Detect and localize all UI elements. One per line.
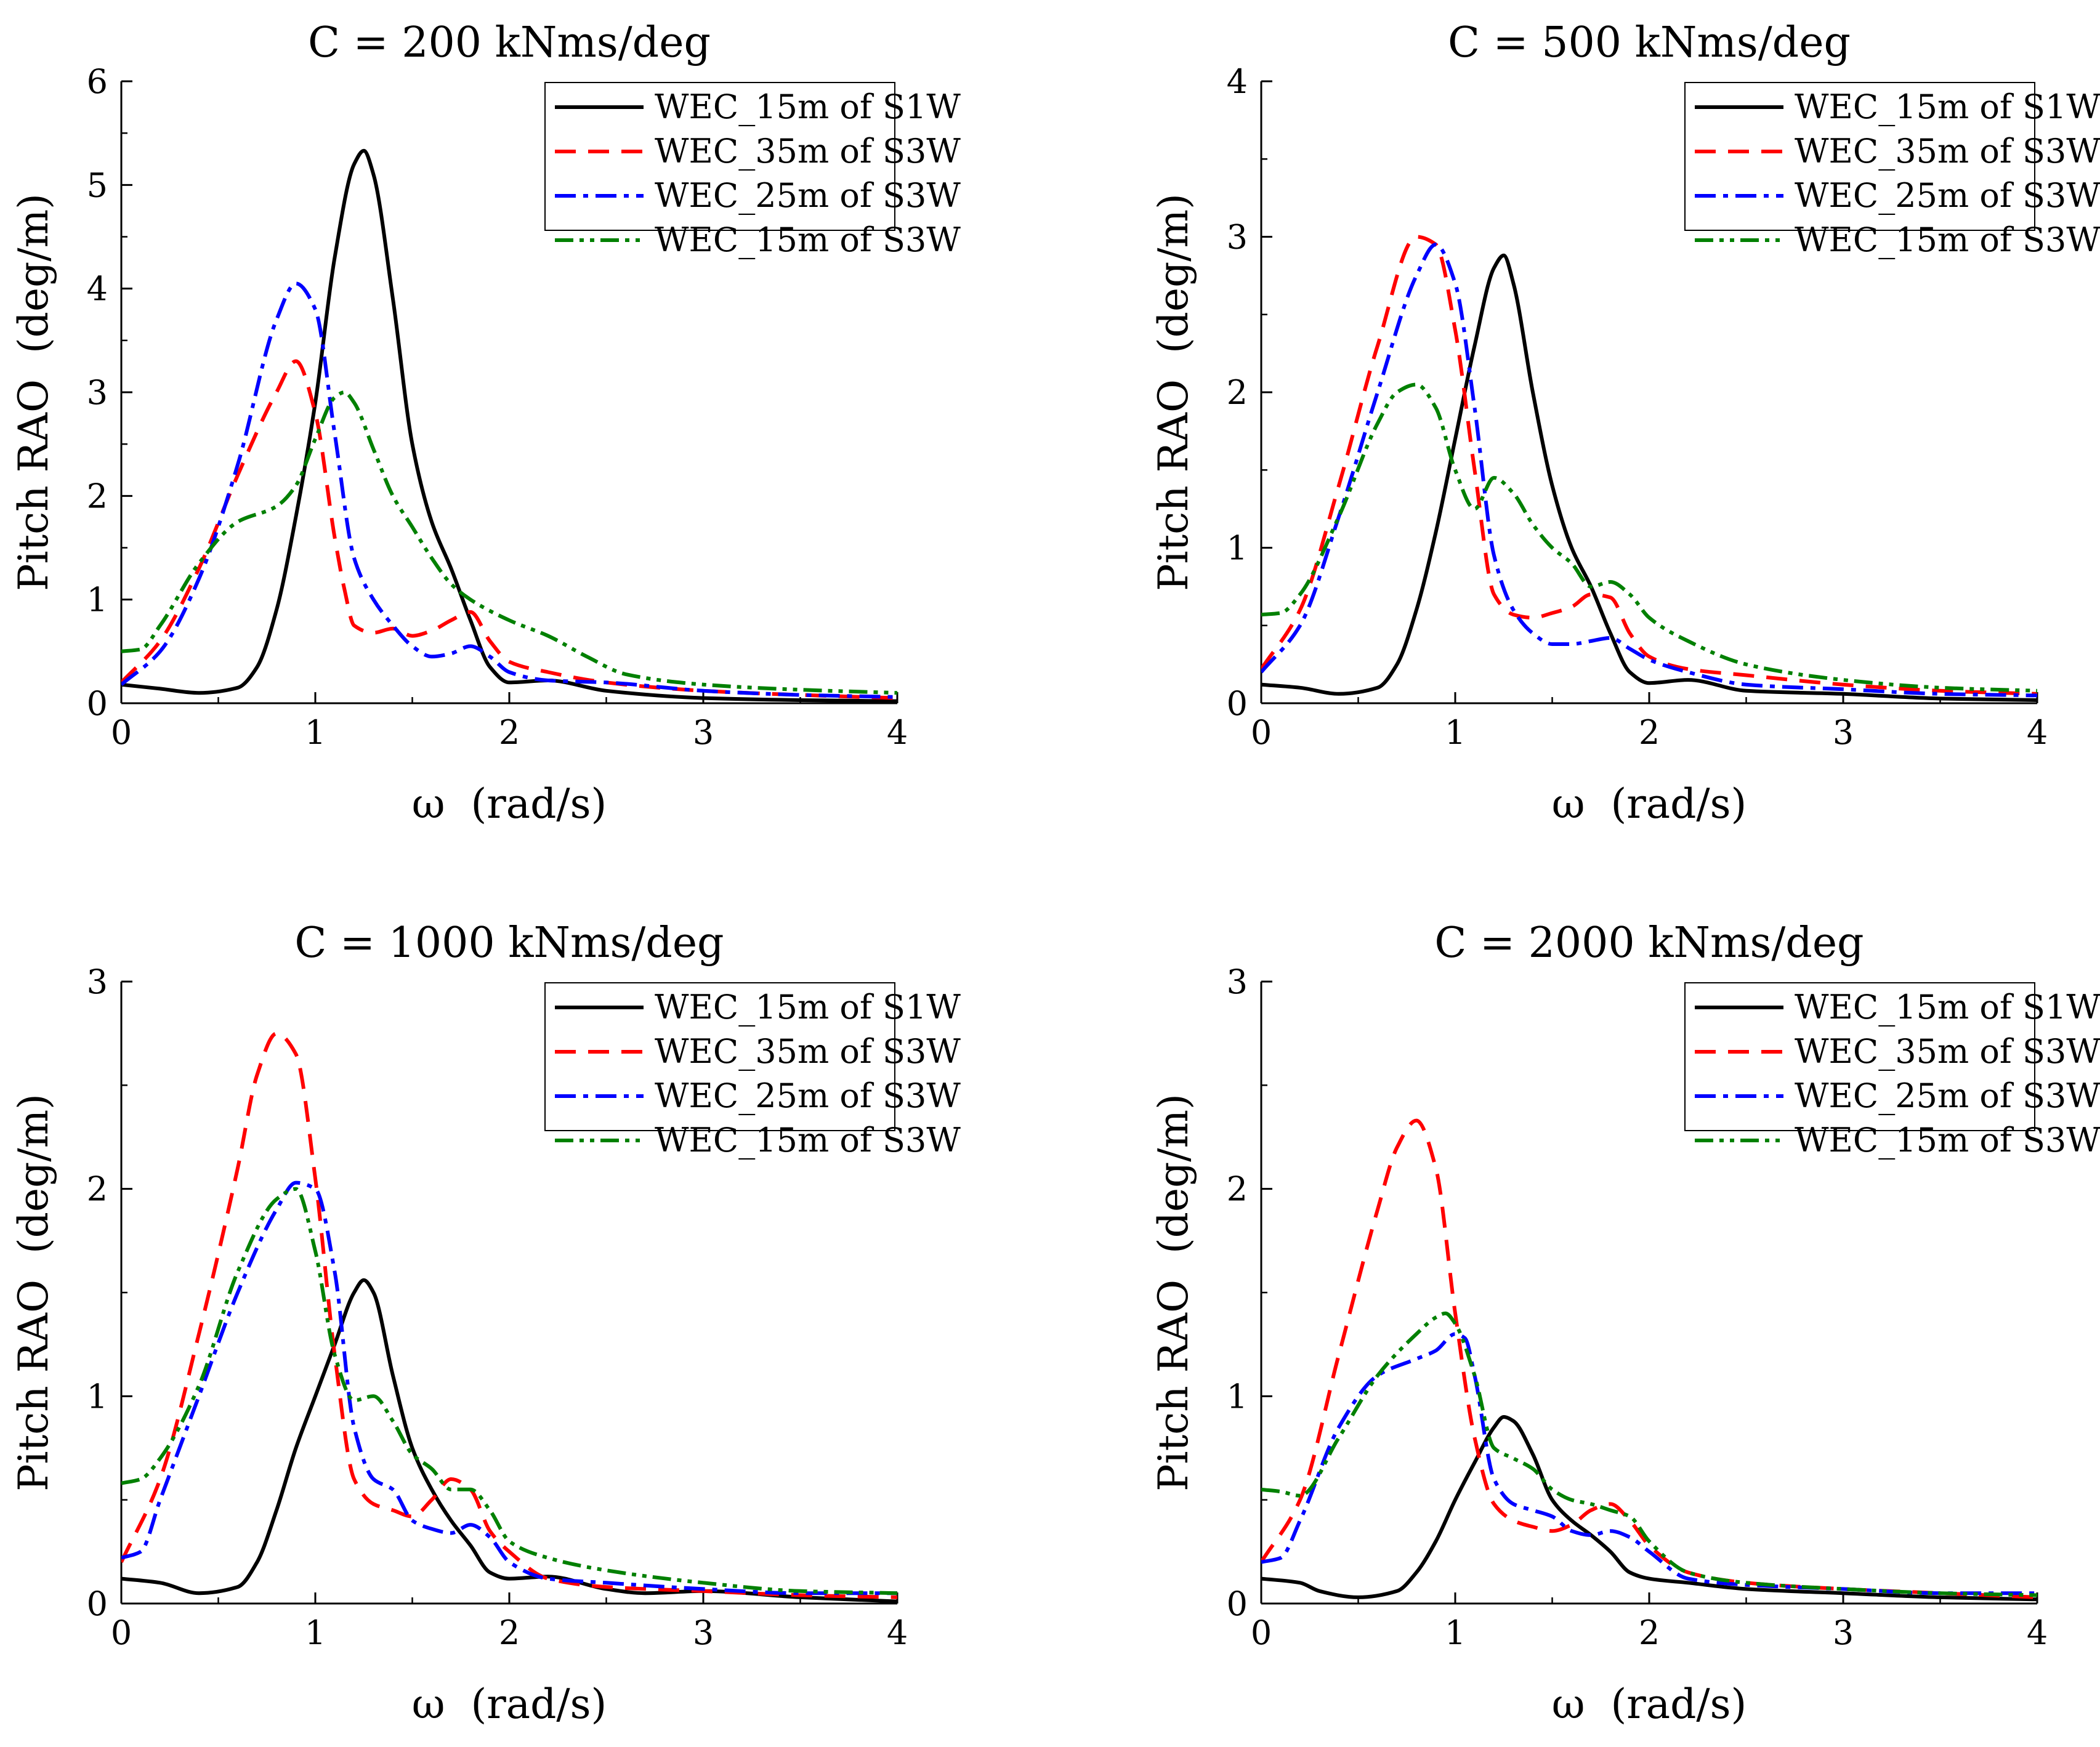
chart-panel-3: C = 1000 kNms/deg 0 1 2 3 4 0 1 2 3 ω (rad/s) Pitch… bbox=[10, 919, 961, 1728]
series-lines bbox=[121, 148, 897, 703]
legend: WEC_15m of S1W WEC_35m of S3W WEC_25m of S… bbox=[544, 982, 961, 1160]
x-tick-label: 1 bbox=[1445, 1613, 1466, 1652]
legend: WEC_15m of S1W WEC_35m of S3W WEC_25m of S… bbox=[544, 82, 961, 259]
y-tick-label: 0 bbox=[1227, 684, 1248, 723]
x-tick-label: 3 bbox=[693, 713, 714, 752]
y-tick-label: 5 bbox=[87, 166, 108, 204]
x-tick-label: 2 bbox=[1639, 713, 1660, 752]
series-line-wec-15m-of-s1w bbox=[1261, 1415, 2037, 1602]
legend-label: WEC_25m of S3W bbox=[655, 1076, 961, 1115]
legend-label: WEC_25m of S3W bbox=[655, 176, 961, 215]
series-line-wec-25m-of-s3w bbox=[121, 281, 897, 699]
x-tick-label: 0 bbox=[111, 713, 132, 752]
x-axis-label: ω (rad/s) bbox=[1552, 1680, 1747, 1728]
x-tick-label: 2 bbox=[499, 1613, 520, 1652]
series-line-wec-25m-of-s3w bbox=[121, 1180, 897, 1596]
series-lines bbox=[121, 1031, 897, 1604]
series-lines bbox=[1261, 1118, 2037, 1602]
y-tick-label: 3 bbox=[1227, 962, 1248, 1001]
series-line-wec-35m-of-s3w bbox=[1261, 1118, 2037, 1599]
x-axis-label: ω (rad/s) bbox=[1552, 780, 1747, 828]
legend: WEC_15m of S1W WEC_35m of S3W WEC_25m of S… bbox=[1684, 82, 2100, 259]
y-tick-label: 2 bbox=[87, 477, 108, 515]
y-tick-label: 1 bbox=[1227, 529, 1248, 568]
series-lines bbox=[1261, 235, 2037, 702]
y-tick-label: 3 bbox=[87, 962, 108, 1001]
legend-label: WEC_15m of S1W bbox=[655, 988, 961, 1027]
x-axis-label: ω (rad/s) bbox=[412, 780, 607, 828]
chart-title: C = 1000 kNms/deg bbox=[294, 919, 724, 967]
legend-label: WEC_15m of S3W bbox=[1795, 220, 2100, 259]
y-axis-label: Pitch RAO (deg/m) bbox=[1150, 193, 1197, 591]
legend-label: WEC_15m of S3W bbox=[655, 1121, 961, 1160]
chart-title: C = 2000 kNms/deg bbox=[1434, 919, 1864, 967]
series-line-wec-25m-of-s3w bbox=[1261, 1332, 2037, 1596]
series-line-wec-15m-of-s3w bbox=[1261, 1311, 2037, 1597]
legend-label: WEC_15m of S1W bbox=[1795, 87, 2100, 126]
series-line-wec-25m-of-s3w bbox=[1261, 243, 2037, 698]
x-tick-label: 1 bbox=[1445, 713, 1466, 752]
chart-panel-2: C = 500 kNms/deg 0 1 2 3 4 0 1 2 3 4 ω (rad/s) Pitch… bbox=[1150, 18, 2100, 828]
legend-label: WEC_35m of S3W bbox=[1795, 132, 2100, 171]
x-tick-label: 3 bbox=[1833, 713, 1854, 752]
legend-label: WEC_35m of S3W bbox=[1795, 1032, 2100, 1071]
series-line-wec-15m-of-s1w bbox=[1261, 253, 2037, 702]
y-tick-label: 0 bbox=[1227, 1584, 1248, 1623]
x-tick-label: 2 bbox=[1639, 1613, 1660, 1652]
y-tick-label: 0 bbox=[87, 684, 108, 723]
x-axis-label: ω (rad/s) bbox=[412, 1680, 607, 1728]
x-tick-label: 0 bbox=[1251, 1613, 1272, 1652]
x-tick-label: 4 bbox=[887, 1613, 908, 1652]
legend-label: WEC_25m of S3W bbox=[1795, 1076, 2100, 1115]
x-tick-label: 1 bbox=[305, 713, 326, 752]
chart-title: C = 500 kNms/deg bbox=[1448, 18, 1851, 67]
legend-label: WEC_15m of S3W bbox=[655, 220, 961, 259]
series-line-wec-15m-of-s3w bbox=[1261, 382, 2037, 693]
y-tick-label: 2 bbox=[1227, 373, 1248, 412]
y-axis-label: Pitch RAO (deg/m) bbox=[10, 1094, 57, 1491]
legend-label: WEC_35m of S3W bbox=[655, 132, 961, 171]
legend-label: WEC_15m of S1W bbox=[655, 87, 961, 126]
x-tick-label: 4 bbox=[2027, 713, 2048, 752]
series-line-wec-35m-of-s3w bbox=[121, 359, 897, 700]
series-line-wec-35m-of-s3w bbox=[121, 1031, 897, 1599]
series-line-wec-35m-of-s3w bbox=[1261, 235, 2037, 696]
x-tick-label: 4 bbox=[887, 713, 908, 752]
y-tick-label: 4 bbox=[1227, 62, 1248, 101]
legend: WEC_15m of S1W WEC_35m of S3W WEC_25m of S… bbox=[1684, 982, 2100, 1160]
x-tick-label: 0 bbox=[1251, 713, 1272, 752]
chart-panel-4: C = 2000 kNms/deg 0 1 2 3 4 0 1 2 3 ω (rad/s) Pitch… bbox=[1150, 919, 2100, 1728]
y-tick-label: 3 bbox=[1227, 218, 1248, 257]
legend-label: WEC_15m of S1W bbox=[1795, 988, 2100, 1027]
legend-label: WEC_15m of S3W bbox=[1795, 1121, 2100, 1160]
series-line-wec-15m-of-s1w bbox=[121, 1278, 897, 1604]
series-line-wec-15m-of-s3w bbox=[121, 1187, 897, 1596]
x-tick-label: 3 bbox=[1833, 1613, 1854, 1652]
y-axis-label: Pitch RAO (deg/m) bbox=[1150, 1094, 1197, 1491]
y-tick-label: 1 bbox=[87, 1377, 108, 1416]
y-axis-label: Pitch RAO (deg/m) bbox=[10, 193, 57, 591]
chart-panel-1: C = 200 kNms/deg 0 1 2 3 4 0 1 2 3 4 5 6 ω (rad/s) Pit… bbox=[10, 18, 961, 828]
y-tick-label: 0 bbox=[87, 1584, 108, 1623]
legend-label: WEC_35m of S3W bbox=[655, 1032, 961, 1071]
chart-title: C = 200 kNms/deg bbox=[308, 18, 711, 67]
series-line-wec-15m-of-s1w bbox=[121, 148, 897, 703]
y-tick-label: 1 bbox=[1227, 1377, 1248, 1416]
y-tick-label: 3 bbox=[87, 373, 108, 412]
x-tick-label: 2 bbox=[499, 713, 520, 752]
x-tick-label: 3 bbox=[693, 1613, 714, 1652]
y-tick-label: 1 bbox=[87, 581, 108, 619]
y-tick-label: 2 bbox=[87, 1170, 108, 1209]
chart-panels: C = 200 kNms/deg 0 1 2 3 4 0 1 2 3 4 5 6 ω (rad/s) Pit… bbox=[10, 18, 2100, 1728]
series-line-wec-15m-of-s3w bbox=[121, 390, 897, 695]
x-tick-label: 4 bbox=[2027, 1613, 2048, 1652]
y-tick-label: 4 bbox=[87, 270, 108, 309]
legend-label: WEC_25m of S3W bbox=[1795, 176, 2100, 215]
y-tick-label: 2 bbox=[1227, 1170, 1248, 1209]
x-tick-label: 0 bbox=[111, 1613, 132, 1652]
x-tick-label: 1 bbox=[305, 1613, 326, 1652]
y-tick-label: 6 bbox=[87, 62, 108, 101]
